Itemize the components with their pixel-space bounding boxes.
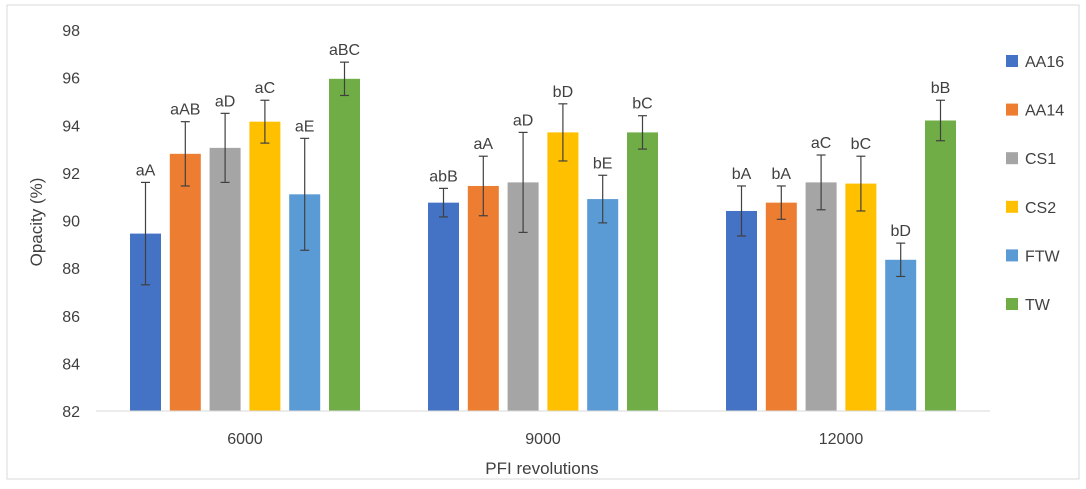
legend-swatch-cs2	[1006, 200, 1018, 213]
data-labels-group: aA aAB aD aC aE aBC abB aA aD bD bE bC bA bA aC bC bD bB	[136, 42, 951, 240]
legend-swatch-aa14	[1006, 103, 1018, 116]
bar-tw-12000	[925, 120, 956, 412]
legend-label-cs2: CS2	[1025, 200, 1056, 217]
error-bars-group	[141, 61, 945, 286]
y-tick-label: 96	[62, 71, 80, 88]
y-tick-label: 92	[62, 166, 80, 183]
data-label: aE	[295, 118, 315, 135]
data-label: bD	[553, 84, 573, 101]
bars-group	[130, 78, 956, 412]
x-axis: 6000 9000 12000	[96, 410, 990, 448]
chart-border	[6, 4, 1080, 480]
legend: AA16 AA14 CS1 CS2 FTW TW	[1006, 54, 1064, 314]
legend-label-tw: TW	[1025, 297, 1051, 314]
y-tick-label: 82	[62, 404, 80, 421]
bar-cs2-9000	[547, 132, 579, 412]
legend-swatch-cs1	[1006, 152, 1018, 165]
bar-aa16-12000	[726, 210, 757, 411]
legend-label-ftw: FTW	[1025, 248, 1061, 265]
data-label: aC	[811, 135, 831, 152]
bar-cs2-12000	[845, 183, 877, 411]
data-label: bA	[732, 166, 752, 183]
data-label: bB	[931, 80, 951, 97]
y-tick-label: 84	[62, 356, 80, 373]
legend-label-aa14: AA14	[1025, 103, 1064, 120]
bar-tw-9000	[627, 132, 658, 412]
bar-aa16-9000	[428, 202, 459, 411]
data-label: aA	[474, 136, 494, 153]
bar-aa14-9000	[467, 185, 499, 411]
data-label: bD	[890, 223, 910, 240]
data-label: bC	[632, 96, 652, 113]
y-axis-title: Opacity (%)	[27, 178, 46, 267]
bar-cs2-6000	[249, 121, 281, 411]
y-tick-label: 94	[62, 118, 80, 135]
x-axis-title: PFI revolutions	[485, 459, 598, 478]
data-label: aBC	[329, 42, 360, 59]
data-label: bC	[851, 136, 871, 153]
bar-tw-6000	[329, 78, 360, 412]
data-label: aAB	[170, 102, 200, 119]
y-tick-label: 88	[62, 261, 80, 278]
data-label: aC	[255, 80, 275, 97]
data-label: aD	[215, 93, 235, 110]
legend-label-aa16: AA16	[1025, 54, 1064, 71]
bar-ftw-9000	[587, 199, 619, 411]
y-axis: 82 84 86 88 90 92 94 96 98	[62, 23, 80, 421]
y-tick-label: 90	[62, 214, 80, 231]
data-label: aA	[136, 162, 156, 179]
x-tick-label: 6000	[227, 431, 263, 448]
bar-cs1-12000	[805, 182, 837, 411]
data-label: aD	[513, 112, 533, 129]
y-tick-label: 86	[62, 309, 80, 326]
data-label: bE	[593, 155, 613, 172]
legend-swatch-aa16	[1006, 55, 1018, 67]
y-tick-label: 98	[62, 23, 80, 40]
data-label: abB	[429, 168, 457, 185]
data-label: bA	[772, 166, 792, 183]
bar-aa14-6000	[169, 153, 201, 411]
bar-aa14-12000	[765, 202, 797, 411]
legend-swatch-ftw	[1006, 249, 1018, 262]
legend-swatch-tw	[1006, 298, 1018, 310]
x-tick-label: 12000	[819, 431, 864, 448]
x-tick-label: 9000	[525, 431, 561, 448]
bar-ftw-12000	[885, 259, 917, 411]
bar-cs1-6000	[209, 147, 241, 411]
legend-label-cs1: CS1	[1025, 151, 1056, 168]
